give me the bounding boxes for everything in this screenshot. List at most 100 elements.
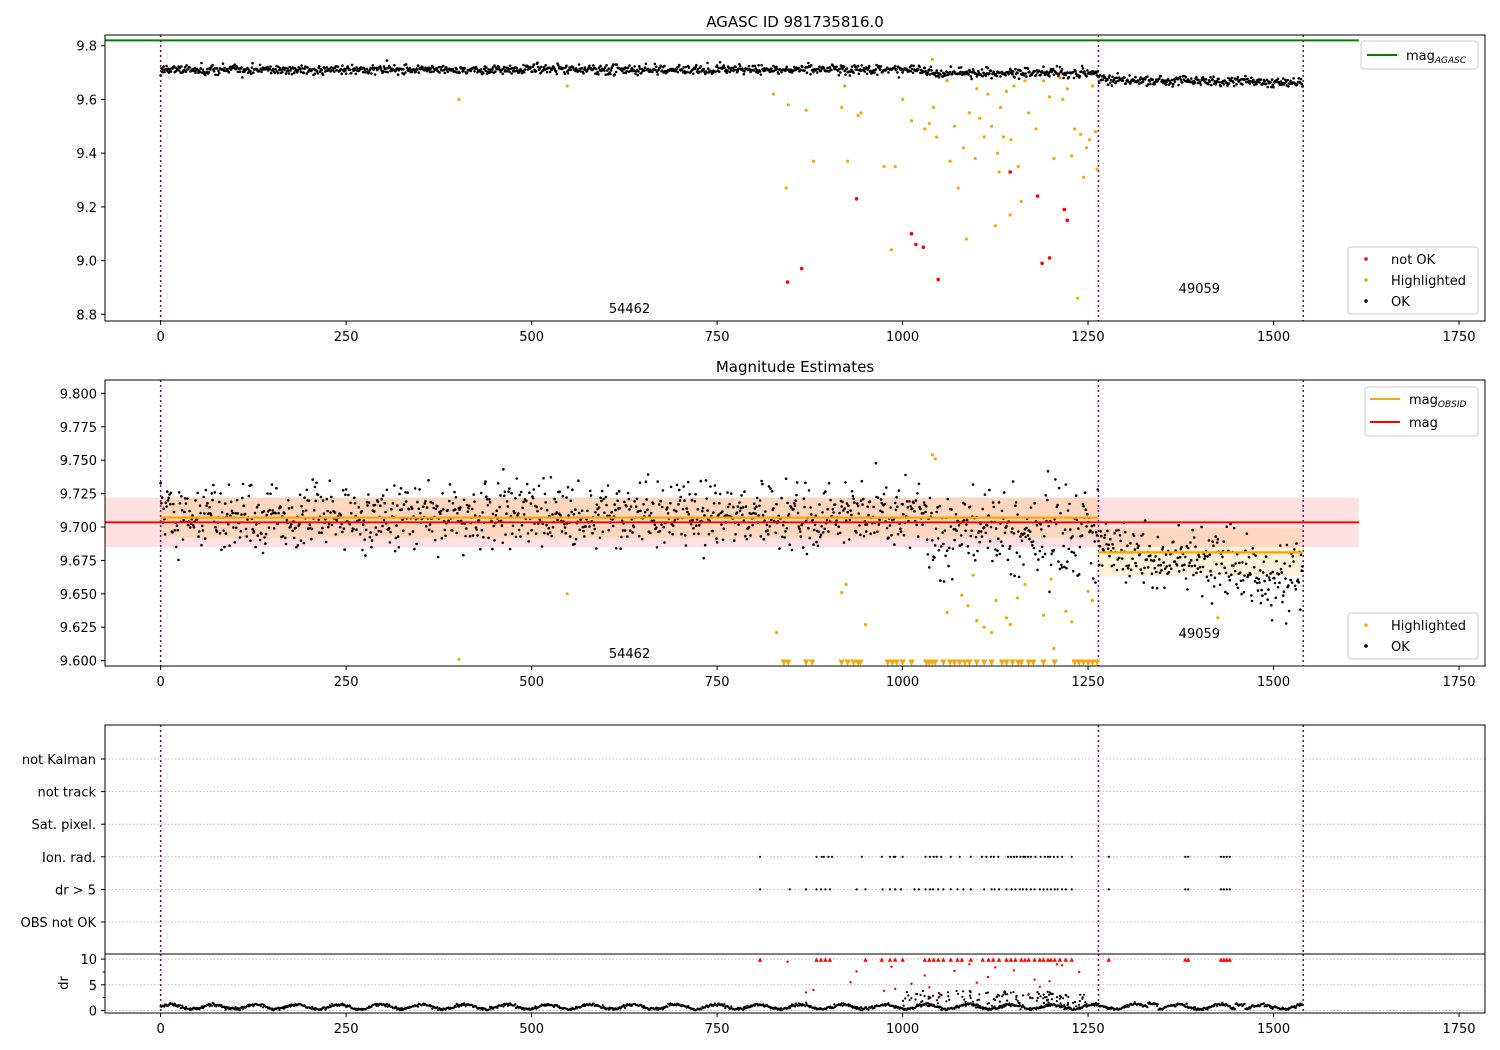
ok-point	[632, 69, 636, 73]
ok-point	[712, 511, 715, 514]
ok-point	[600, 489, 604, 493]
ok-point	[1158, 558, 1161, 561]
flag-point	[1023, 855, 1027, 858]
ok-point	[893, 501, 897, 505]
below-range-marker	[1084, 659, 1092, 666]
ok-point	[315, 481, 318, 485]
ok-point	[977, 530, 981, 533]
ok-point	[821, 531, 825, 534]
ok-point	[678, 63, 681, 67]
ok-point	[945, 70, 949, 74]
ok-point	[1117, 76, 1121, 79]
ok-point	[368, 535, 372, 539]
ok-point	[1157, 564, 1160, 567]
ok-point	[1009, 572, 1013, 576]
flag-point	[1009, 855, 1013, 858]
ok-point	[485, 66, 488, 69]
ok-point	[404, 500, 408, 503]
below-range-marker	[1051, 659, 1058, 666]
panel2-legend-points: Highlighted OK	[1347, 612, 1479, 660]
ok-point	[981, 507, 984, 511]
ok-point	[614, 70, 618, 74]
ok-point	[169, 491, 173, 495]
dr-point	[867, 1008, 870, 1011]
ok-point	[841, 67, 844, 71]
ok-point	[742, 519, 746, 522]
ok-point	[473, 70, 476, 73]
ok-point	[611, 524, 615, 528]
flag-point	[1015, 855, 1018, 858]
ok-point	[1293, 548, 1296, 551]
ok-point	[605, 64, 608, 67]
dr-point	[376, 1002, 379, 1006]
ok-point	[967, 551, 970, 555]
highlighted-point	[882, 165, 886, 169]
ok-point	[873, 531, 876, 534]
ok-point	[1158, 571, 1162, 574]
flag-point	[1052, 855, 1055, 858]
ok-point	[1280, 571, 1283, 574]
flag-point	[958, 855, 961, 858]
ok-point	[222, 529, 225, 532]
ok-point	[398, 492, 401, 496]
ok-point	[563, 526, 567, 529]
ok-point	[644, 62, 648, 66]
highlighted-point	[1061, 97, 1065, 102]
ok-point	[251, 61, 254, 65]
ok-point	[353, 68, 357, 71]
ok-point	[764, 510, 767, 513]
not-ok-point	[1062, 207, 1067, 212]
ok-point	[938, 504, 941, 508]
ok-point	[358, 518, 361, 522]
highlighted-point	[1090, 84, 1095, 88]
ok-point	[899, 527, 902, 531]
flag-point	[1061, 855, 1064, 858]
highlighted-point	[978, 116, 982, 120]
ok-point	[957, 524, 961, 527]
ok-point	[718, 70, 721, 73]
ok-point	[335, 518, 338, 521]
panel1-axes: 0 250 500 750 1000 1250 1500 17508.89.09.29.49.…	[76, 40, 1475, 345]
ok-point	[926, 71, 930, 75]
ok-point	[1222, 83, 1226, 86]
highlighted-point	[927, 122, 931, 126]
ok-point	[1162, 561, 1165, 564]
ok-point	[623, 66, 627, 69]
ok-point	[867, 64, 871, 68]
ok-point	[996, 549, 999, 552]
ok-point	[663, 541, 666, 544]
below-range-marker	[802, 659, 810, 666]
highlighted-point	[893, 165, 897, 169]
ok-point	[832, 511, 835, 514]
dr-point	[592, 1002, 596, 1005]
ok-point	[786, 501, 789, 505]
ok-point	[363, 68, 367, 71]
ok-point	[860, 64, 864, 67]
ok-point	[1044, 72, 1048, 76]
ok-point	[1004, 73, 1007, 77]
ok-point	[1089, 529, 1092, 532]
ok-point	[895, 495, 898, 499]
ok-point	[267, 526, 271, 529]
ok-point	[270, 483, 274, 486]
ok-point	[321, 526, 324, 530]
ok-point	[1109, 81, 1112, 85]
ok-point	[183, 497, 187, 500]
ok-point	[496, 482, 500, 485]
flag-point	[1026, 855, 1030, 858]
ok-point	[1138, 82, 1141, 85]
ok-point	[634, 505, 638, 509]
panel2-legend-points-box	[1347, 612, 1479, 660]
ok-point	[1095, 534, 1099, 537]
ok-point	[379, 504, 382, 508]
highlighted-point	[457, 97, 461, 102]
ok-point	[284, 536, 287, 540]
ok-point	[258, 63, 262, 67]
ok-point	[324, 540, 328, 544]
ok-point	[889, 506, 892, 509]
ok-point	[697, 532, 700, 536]
ok-point	[1264, 82, 1268, 86]
ok-point	[827, 481, 831, 485]
ok-point	[837, 525, 841, 528]
ok-point	[928, 496, 932, 500]
